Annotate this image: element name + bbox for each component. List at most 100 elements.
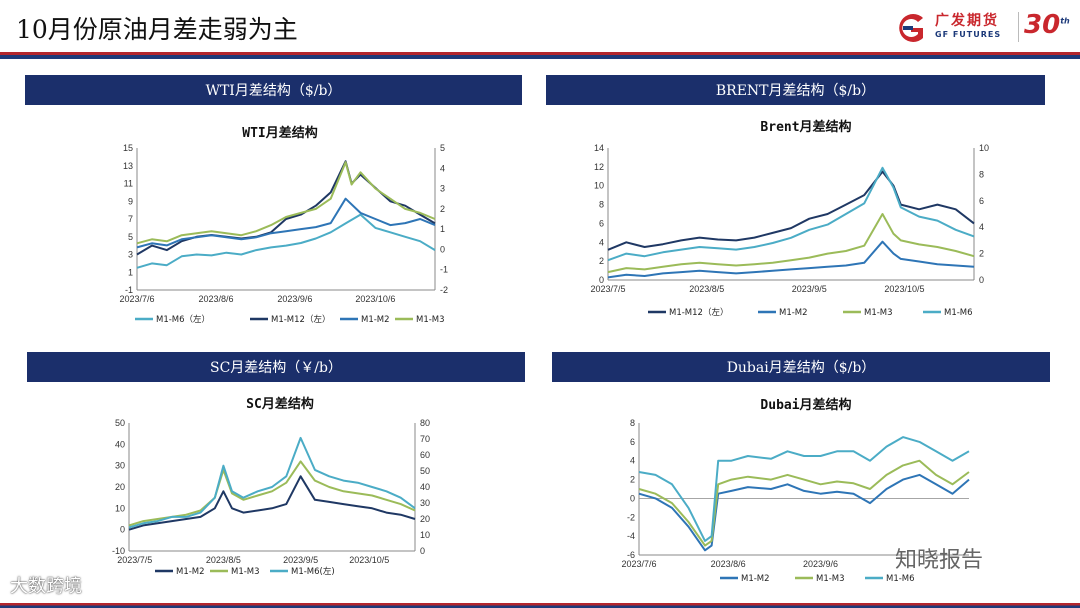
chart-title-brent: Brent月差结构 [760,120,852,135]
x-tick-label: 2023/10/5 [884,284,924,294]
dubai-chart: -6 -4 -2 0 2 4 6 8 2023/7/6 2023/8/6 2023/9/6 M1-M2… [621,418,970,584]
y-left-tick-label: 6 [630,437,635,447]
y-right-tick-label: 10 [979,143,989,153]
y-left-tick-label: 11 [124,179,133,189]
y-left-tick-label: 2 [630,475,635,485]
y-left-tick-label: 12 [594,162,604,172]
x-tick-label: 2023/7/6 [621,559,656,569]
y-left-tick-label: 50 [115,418,125,428]
watermark-right: 知晓报告 [895,548,984,573]
y-right-tick-label: 30 [420,498,430,508]
series-line [128,436,416,529]
page-title: 10月份原油月差走弱为主 [16,15,298,44]
logo-separator [1018,12,1019,42]
series-line [136,197,436,249]
y-left-tick-label: 7 [128,214,133,224]
y-left-tick-label: -10 [112,546,125,556]
x-tick-label: 2023/9/6 [277,294,312,304]
gf-logo: 广发期货 GF FUTURES 30th [893,8,1070,48]
y-right-tick-label: 5 [440,143,445,153]
y-left-tick-label: 20 [115,482,125,492]
y-left-tick-label: 3 [128,250,133,260]
y-right-tick-label: 0 [420,546,425,556]
y-right-tick-label: 4 [979,222,984,232]
series-line [638,436,970,542]
logo-cn-text: 广发期货 [935,13,999,29]
chart-title-wti: WTI月差结构 [242,126,318,141]
y-left-tick-label: 0 [630,493,635,503]
legend-label: M1-M3 [231,567,260,577]
legend-label: M1-M2 [741,574,770,584]
y-right-tick-label: -2 [440,285,448,295]
series-line [128,475,416,531]
legend-label: M1-M12（左） [271,314,330,325]
y-left-tick-label: 15 [123,143,133,153]
logo-en-text: GF FUTURES [935,30,1002,39]
y-right-tick-label: 10 [420,530,430,540]
y-right-tick-label: 50 [420,466,430,476]
y-left-tick-label: 2 [599,256,604,266]
legend-label: M1-M3 [416,315,445,325]
y-right-tick-label: 0 [979,275,984,285]
banner-brent: BRENT月差结构（$/b） [546,75,1045,105]
y-left-tick-label: 30 [115,461,125,471]
y-left-tick-label: 10 [594,181,604,191]
y-left-tick-label: -1 [125,285,133,295]
y-right-tick-label: 3 [440,184,445,194]
legend-label: M1-M6 [944,308,973,318]
legend-label: M1-M3 [864,308,893,318]
y-left-tick-label: 40 [115,439,125,449]
y-left-tick-label: 8 [599,200,604,210]
legend-label: M1-M6（左） [156,314,210,325]
series-line [638,473,970,552]
sc-chart: -10 0 10 20 30 40 50 0 10 20 30 40 50 60 70 80 2023/7/5 2… [112,418,430,577]
y-right-tick-label: 2 [440,204,445,214]
y-right-tick-label: 20 [420,514,430,524]
legend-label: M1-M6 [886,574,915,584]
y-right-tick-label: 4 [440,163,445,173]
y-left-tick-label: -6 [627,550,635,560]
x-tick-label: 2023/8/5 [689,284,724,294]
legend-label: M1-M3 [816,574,845,584]
banner-dubai: Dubai月差结构（$/b） [552,352,1050,382]
series-line [607,170,975,251]
legend-label: M1-M2 [176,567,205,577]
y-right-tick-label: 8 [979,169,984,179]
x-tick-label: 2023/8/6 [711,559,746,569]
legend-label: M1-M2 [361,315,390,325]
series-line [128,460,416,527]
y-left-tick-label: -2 [627,512,635,522]
watermark-left: 大数跨境 [10,576,82,597]
y-right-tick-label: 2 [979,249,984,259]
y-left-tick-label: 4 [599,237,604,247]
legend-label: M1-M6(左) [291,566,335,577]
series-line [136,161,436,245]
y-right-tick-label: 0 [440,244,445,254]
x-tick-label: 2023/9/6 [803,559,838,569]
x-tick-label: 2023/8/5 [206,555,241,565]
chart-title-sc: SC月差结构 [246,397,314,412]
legend-label: M1-M12（左） [669,307,728,318]
y-right-tick-label: -1 [440,265,448,275]
y-right-tick-label: 60 [420,450,430,460]
banner-sc: SC月差结构（￥/b） [27,352,525,382]
series-line [136,213,436,269]
logo-30-number: 30 [1024,10,1061,40]
series-line [136,160,436,256]
x-tick-label: 2023/8/6 [198,294,233,304]
y-right-tick-label: 40 [420,482,430,492]
y-left-tick-label: 1 [128,267,133,277]
y-right-tick-label: 1 [440,224,445,234]
y-left-tick-label: 4 [630,456,635,466]
x-tick-label: 2023/7/6 [119,294,154,304]
x-tick-label: 2023/7/5 [117,555,152,565]
y-left-tick-label: 6 [599,218,604,228]
logo-30-sup: th [1060,16,1070,26]
x-tick-label: 2023/9/5 [792,284,827,294]
series-line [638,459,970,547]
y-left-tick-label: 14 [594,143,604,153]
header-blue-rule [0,55,1080,59]
series-line [607,213,975,274]
y-left-tick-label: 5 [128,232,133,242]
